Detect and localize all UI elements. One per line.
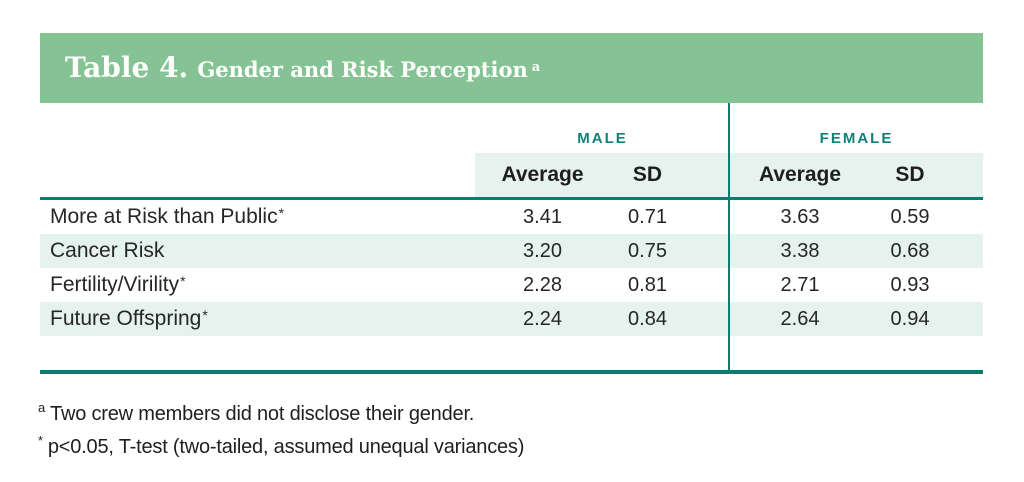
footnote-significance: * p<0.05, T-test (two-tailed, assumed une… (38, 431, 524, 464)
header-rule (40, 197, 983, 200)
cell-gap (950, 234, 983, 268)
footnote-marker: * (38, 433, 43, 449)
table-body: More at Risk than Public * 3.41 0.71 3.63… (40, 200, 983, 370)
row-label-text: Cancer Risk (50, 239, 165, 262)
row-label: Cancer Risk (40, 234, 475, 268)
cell-female-sd: 0.94 (890, 307, 930, 330)
cell-female-sd: 0.59 (890, 205, 930, 228)
cell-female-sd: 0.93 (890, 273, 930, 296)
cell-female-average: 3.63 (780, 205, 820, 228)
column-group-header-row: MALE FEMALE (40, 103, 983, 153)
bottom-rule (40, 370, 983, 374)
cell-gap (685, 302, 730, 336)
table-row: More at Risk than Public * 3.41 0.71 3.63… (40, 200, 983, 234)
table-row: Cancer Risk 3.20 0.75 3.38 0.68 (40, 234, 983, 268)
row-label-text: Future Offspring (50, 307, 202, 330)
column-header-gap (685, 153, 730, 197)
column-group-female: FEMALE (819, 130, 894, 147)
cell-male-sd: 0.75 (628, 239, 667, 262)
column-header-spacer (40, 153, 475, 197)
table-number: Table 4. (65, 51, 189, 84)
cell-male-average: 3.20 (523, 239, 562, 262)
cell-gap (685, 234, 730, 268)
footnote-text: Two crew members did not disclose their … (50, 403, 475, 425)
cell-female-average: 2.71 (780, 273, 820, 296)
row-label: Future Offspring * (50, 307, 208, 330)
cell-gap (685, 200, 730, 234)
cell-male-average: 2.28 (523, 273, 562, 296)
row-label-text: More at Risk than Public (50, 205, 278, 228)
column-header-gap (950, 153, 983, 197)
table-row: Future Offspring * 2.24 0.84 2.64 0.94 (40, 302, 983, 336)
column-header-male-average: Average (475, 153, 610, 197)
column-header-female-average: Average (730, 153, 870, 197)
cell-male-sd: 0.81 (628, 273, 667, 296)
cell-male-average: 2.24 (523, 307, 562, 330)
table-title: Gender and Risk Perception (197, 57, 528, 82)
cell-gap (950, 200, 983, 234)
cell-female-average: 2.64 (780, 307, 820, 330)
cell-male-sd: 0.84 (628, 307, 667, 330)
table-row: Fertility/Virility * 2.28 0.81 2.71 0.93 (40, 268, 983, 302)
row-label-text: Fertility/Virility (50, 273, 180, 296)
cell-female-sd: 0.68 (890, 239, 930, 262)
table-title-footnote-marker: a (531, 59, 541, 75)
cell-gap (950, 302, 983, 336)
male-female-divider-line (728, 103, 730, 374)
footnotes: a Two crew members did not disclose their… (38, 398, 524, 464)
column-header-male-sd: SD (610, 153, 685, 197)
cell-male-average: 3.41 (523, 205, 562, 228)
cell-gap (685, 268, 730, 302)
table-title-bar: Table 4. Gender and Risk Perception a (40, 33, 983, 103)
column-group-male: MALE (577, 130, 628, 147)
footnote-marker: a (38, 400, 46, 416)
column-header-row: Average SD Average SD (40, 153, 983, 197)
footnote-gender: a Two crew members did not disclose their… (38, 398, 524, 431)
footnote-text: p<0.05, T-test (two-tailed, assumed uneq… (47, 436, 525, 458)
row-label: More at Risk than Public * (50, 205, 285, 228)
column-header-female-sd: SD (870, 153, 950, 197)
cell-female-average: 3.38 (780, 239, 820, 262)
cell-male-sd: 0.71 (628, 205, 667, 228)
table-4: Table 4. Gender and Risk Perception a MALE… (40, 33, 983, 374)
empty-row (40, 336, 983, 370)
row-label: Fertility/Virility * (50, 273, 186, 296)
cell-gap (950, 268, 983, 302)
